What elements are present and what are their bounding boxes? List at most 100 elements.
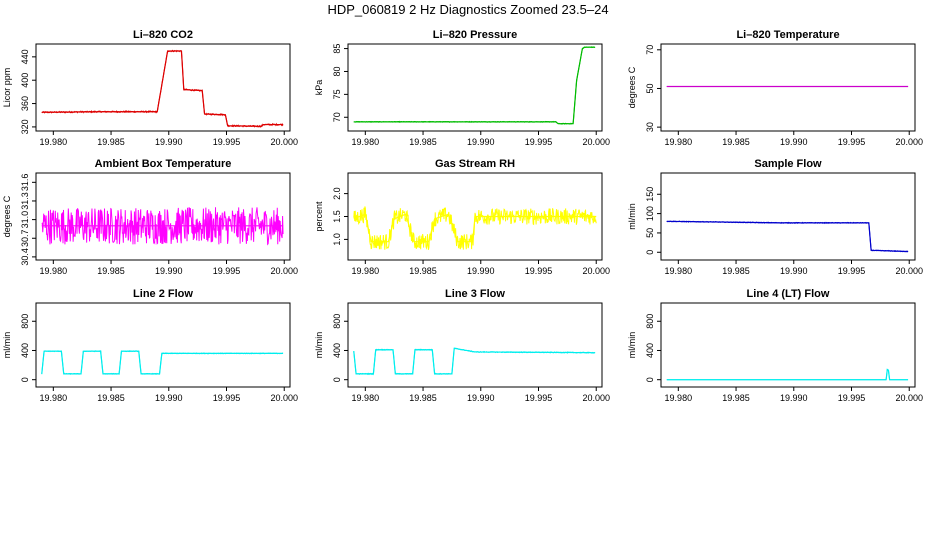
chart-9-title: Line 4 (LT) Flow bbox=[747, 288, 830, 300]
chart-1-xtick-label: 20.000 bbox=[270, 137, 298, 147]
chart-6-xtick-label: 20.000 bbox=[895, 266, 923, 276]
chart-3-xtick-label: 19.990 bbox=[780, 137, 808, 147]
chart-9-xtick-label: 19.980 bbox=[665, 393, 693, 403]
chart-6-xtick-label: 19.985 bbox=[722, 266, 750, 276]
chart-7-series-trend bbox=[41, 350, 284, 375]
chart-7-ytick-label: 0 bbox=[20, 377, 30, 382]
chart-1-xtick-label: 19.990 bbox=[155, 137, 183, 147]
chart-6-xtick-label: 19.995 bbox=[838, 266, 866, 276]
chart-3-plot-frame bbox=[660, 43, 916, 132]
chart-9-xtick-label: 19.990 bbox=[780, 393, 808, 403]
chart-7-xtick-label: 19.980 bbox=[40, 393, 68, 403]
chart-5-title: Gas Stream RH bbox=[435, 158, 515, 170]
chart-5-ytick-label: 1.5 bbox=[332, 210, 342, 223]
chart-3-ytick-label: 50 bbox=[645, 83, 655, 93]
chart-2-ytick-label: 85 bbox=[332, 44, 342, 54]
chart-1-title: Li–820 CO2 bbox=[133, 29, 193, 41]
chart-5-xtick-label: 19.995 bbox=[525, 266, 553, 276]
chart-4-xtick-label: 19.995 bbox=[213, 266, 241, 276]
chart-5-xtick-label: 19.980 bbox=[352, 266, 380, 276]
chart-6-ytick-label: 150 bbox=[645, 187, 655, 202]
chart-8-xtick-label: 19.990 bbox=[467, 393, 495, 403]
chart-1-xtick-label: 19.995 bbox=[213, 137, 241, 147]
chart-1-plot-frame bbox=[35, 43, 291, 132]
chart-3-xtick-label: 20.000 bbox=[895, 137, 923, 147]
chart-1-series-line bbox=[41, 49, 284, 128]
chart-2-xtick-label: 20.000 bbox=[582, 137, 610, 147]
chart-8-xtick-label: 19.985 bbox=[409, 393, 437, 403]
chart-4-plot-frame bbox=[35, 172, 291, 261]
chart-3-xtick-label: 19.995 bbox=[838, 137, 866, 147]
chart-7-ytick-label: 800 bbox=[20, 314, 30, 329]
chart-8-series-trend bbox=[353, 347, 596, 375]
chart-1-series-trend bbox=[41, 50, 284, 127]
chart-2-series-line bbox=[353, 46, 596, 125]
chart-4-ytick-label: 31.0 bbox=[20, 211, 30, 229]
chart-9-ytick-label: 400 bbox=[645, 343, 655, 358]
chart-7-ytick-label: 400 bbox=[20, 343, 30, 358]
chart-7-title: Line 2 Flow bbox=[133, 288, 193, 300]
chart-5-series-trend bbox=[353, 213, 597, 243]
chart-4-ytick-label: 30.4 bbox=[20, 248, 30, 266]
chart-2-xtick-label: 19.985 bbox=[409, 137, 437, 147]
chart-3-ytick-label: 30 bbox=[645, 122, 655, 132]
chart-8-xtick-label: 19.980 bbox=[352, 393, 380, 403]
chart-1-ytick-label: 400 bbox=[20, 73, 30, 88]
chart-4-ytick-label: 31.6 bbox=[20, 174, 30, 192]
chart-9-series-line bbox=[666, 368, 909, 381]
chart-1-ylabel: Licor ppm bbox=[2, 68, 12, 108]
chart-9-xtick-label: 19.985 bbox=[722, 393, 750, 403]
chart-5-xtick-label: 19.990 bbox=[467, 266, 495, 276]
chart-7-series-line bbox=[41, 349, 284, 375]
chart-5-xtick-label: 19.985 bbox=[409, 266, 437, 276]
chart-4-xtick-label: 19.980 bbox=[40, 266, 68, 276]
chart-8-plot-frame bbox=[347, 302, 603, 388]
chart-9-plot-frame bbox=[660, 302, 916, 388]
chart-3-xtick-label: 19.980 bbox=[665, 137, 693, 147]
chart-8-xtick-label: 20.000 bbox=[582, 393, 610, 403]
chart-2-ytick-label: 75 bbox=[332, 89, 342, 99]
chart-9-ytick-label: 800 bbox=[645, 314, 655, 329]
chart-2-plot-frame bbox=[347, 43, 603, 132]
chart-5-series-line bbox=[353, 206, 597, 250]
chart-6-ytick-label: 100 bbox=[645, 206, 655, 221]
chart-6-plot-frame bbox=[660, 172, 916, 261]
chart-4-xtick-label: 19.990 bbox=[155, 266, 183, 276]
chart-6-title: Sample Flow bbox=[754, 158, 822, 170]
chart-6-ytick-label: 50 bbox=[645, 228, 655, 238]
chart-8-ytick-label: 400 bbox=[332, 343, 342, 358]
chart-1-xtick-label: 19.985 bbox=[97, 137, 125, 147]
chart-6-xtick-label: 19.990 bbox=[780, 266, 808, 276]
chart-1-ytick-label: 360 bbox=[20, 96, 30, 111]
chart-7-xtick-label: 19.995 bbox=[213, 393, 241, 403]
chart-7-ylabel: ml/min bbox=[2, 332, 12, 359]
chart-3-ylabel: degrees C bbox=[627, 66, 637, 108]
chart-2-ytick-label: 80 bbox=[332, 66, 342, 76]
chart-6-series-line bbox=[666, 220, 909, 253]
chart-4-xtick-label: 20.000 bbox=[270, 266, 298, 276]
chart-7-xtick-label: 19.990 bbox=[155, 393, 183, 403]
chart-9-xtick-label: 19.995 bbox=[838, 393, 866, 403]
chart-4-series-line bbox=[41, 207, 284, 246]
chart-5-ylabel: percent bbox=[314, 201, 324, 232]
chart-2-ytick-label: 70 bbox=[332, 112, 342, 122]
chart-5-ytick-label: 2.0 bbox=[332, 187, 342, 200]
chart-1-xtick-label: 19.980 bbox=[40, 137, 68, 147]
chart-4-title: Ambient Box Temperature bbox=[95, 158, 232, 170]
chart-3-title: Li–820 Temperature bbox=[736, 29, 839, 41]
chart-2-title: Li–820 Pressure bbox=[433, 29, 517, 41]
chart-1-ytick-label: 320 bbox=[20, 119, 30, 134]
chart-2-series-trend bbox=[353, 46, 596, 125]
chart-2-xtick-label: 19.980 bbox=[352, 137, 380, 147]
chart-7-plot-frame bbox=[35, 302, 291, 388]
chart-7-xtick-label: 19.985 bbox=[97, 393, 125, 403]
chart-9-xtick-label: 20.000 bbox=[895, 393, 923, 403]
chart-4-ytick-label: 31.3 bbox=[20, 192, 30, 210]
chart-6-xtick-label: 19.980 bbox=[665, 266, 693, 276]
chart-2-ylabel: kPa bbox=[314, 80, 324, 96]
chart-9-ylabel: ml/min bbox=[627, 332, 637, 359]
chart-8-ytick-label: 0 bbox=[332, 377, 342, 382]
chart-1-ytick-label: 440 bbox=[20, 49, 30, 64]
chart-2-xtick-label: 19.995 bbox=[525, 137, 553, 147]
